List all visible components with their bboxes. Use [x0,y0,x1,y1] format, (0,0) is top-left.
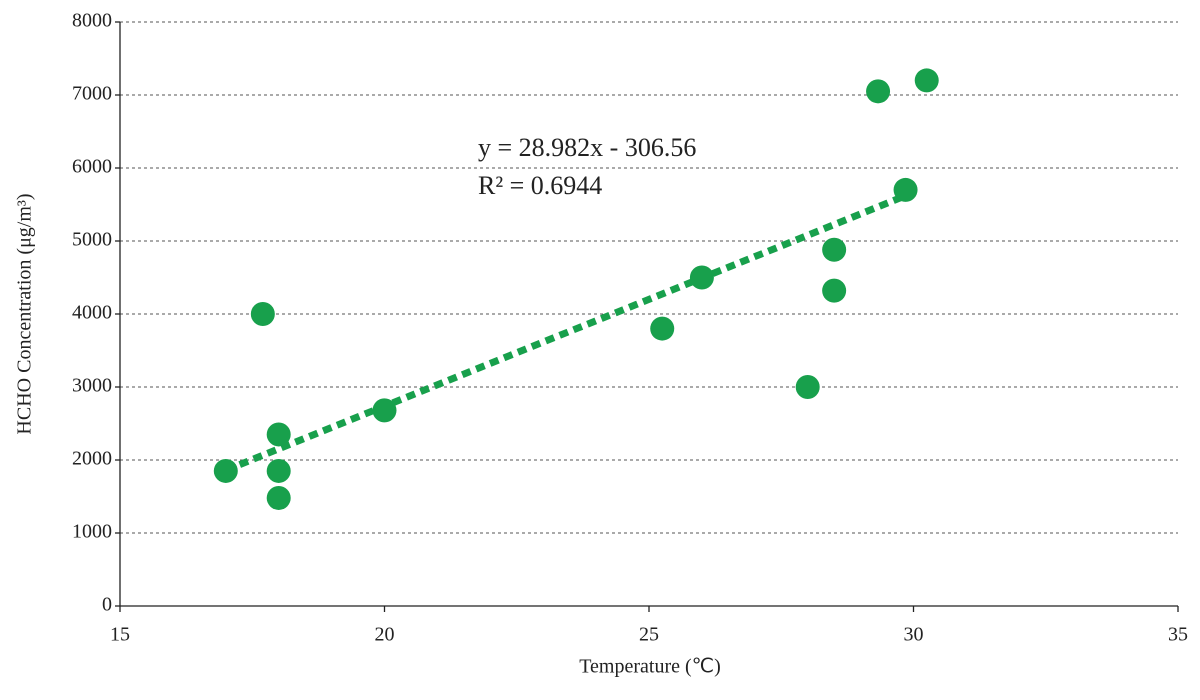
y-tick-label: 6000 [72,156,112,178]
y-tick-label: 7000 [72,83,112,105]
y-tick-label: 1000 [72,521,112,543]
data-point [250,302,275,326]
y-tick-label: 5000 [72,229,112,251]
data-point [914,68,939,93]
data-point [822,278,847,303]
x-axis-title: Temperature (℃) [579,656,721,678]
data-point [650,316,675,341]
x-tick-label: 25 [639,624,659,646]
y-tick-label: 8000 [72,10,112,32]
data-point [866,79,891,104]
data-point [372,398,397,423]
data-point [822,237,847,262]
data-point [266,485,291,510]
trend-equation: y = 28.982x - 306.56 [478,133,696,162]
x-tick-label: 35 [1168,624,1188,646]
x-tick-label: 20 [375,624,395,646]
data-point [266,458,291,483]
y-tick-label: 4000 [72,302,112,324]
trendline [224,192,907,474]
data-point [213,458,238,483]
y-tick-label: 3000 [72,375,112,397]
data-point [893,177,918,202]
x-tick-label: 15 [110,624,130,646]
y-axis-title: HCHO Concentration (μg/m³) [14,193,36,434]
r-squared: R² = 0.6944 [478,171,602,200]
data-point [689,265,714,290]
data-point [795,375,820,399]
y-tick-label: 0 [102,594,112,616]
data-point [266,422,291,447]
y-tick-label: 2000 [72,448,112,470]
x-tick-label: 30 [904,624,924,646]
